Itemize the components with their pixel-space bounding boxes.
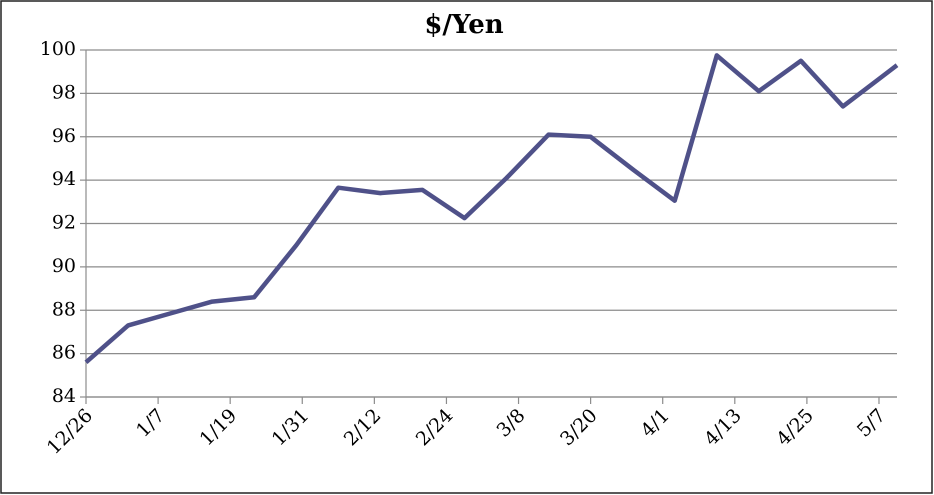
y-tick-label: 92	[52, 212, 76, 234]
data-line	[84, 53, 899, 364]
y-tick-label: 98	[52, 81, 76, 103]
y-tick-label: 84	[52, 385, 76, 407]
y-tick-label: 100	[40, 38, 76, 60]
y-tick-label: 96	[52, 125, 76, 147]
chart-title: $/Yen	[424, 10, 503, 40]
y-tick-label: 94	[52, 168, 76, 190]
y-tick-label: 88	[52, 298, 76, 320]
y-tick-label: 90	[52, 255, 76, 277]
y-tick-label: 86	[52, 342, 76, 364]
